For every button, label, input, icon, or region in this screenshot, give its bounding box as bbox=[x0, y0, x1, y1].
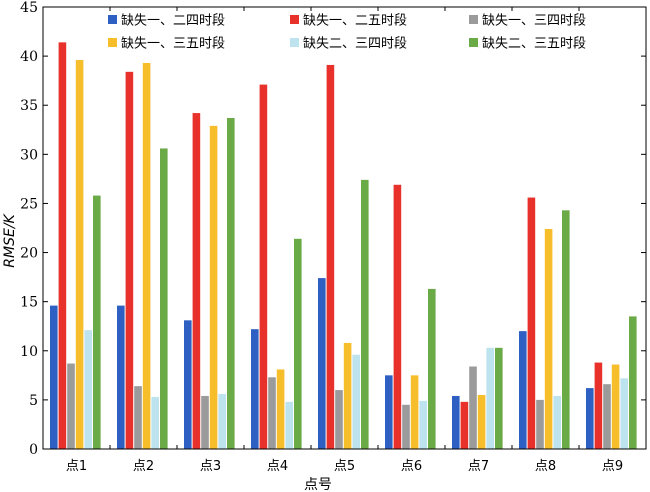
y-tick-label: 20 bbox=[20, 246, 38, 262]
bar bbox=[326, 64, 335, 449]
legend-label: 缺失一、二四时段 bbox=[121, 14, 225, 29]
bar bbox=[629, 316, 637, 449]
bar bbox=[495, 347, 503, 449]
bar bbox=[201, 395, 209, 449]
x-tick-label: 点7 bbox=[468, 459, 489, 474]
bar bbox=[227, 117, 235, 450]
bar bbox=[352, 354, 360, 449]
bar bbox=[611, 364, 620, 449]
x-tick-label: 点8 bbox=[535, 459, 556, 474]
legend-label: 缺失二、三四时段 bbox=[303, 37, 407, 52]
y-tick-label: 40 bbox=[20, 49, 38, 65]
legend-swatch bbox=[108, 15, 117, 24]
legend-label: 缺失二、三五时段 bbox=[482, 37, 586, 52]
bar bbox=[58, 42, 67, 450]
x-tick-label: 点1 bbox=[66, 459, 87, 474]
bar bbox=[519, 331, 527, 449]
bars-layer bbox=[50, 42, 637, 450]
legend-label: 缺失一、三五时段 bbox=[121, 37, 225, 52]
bar bbox=[603, 384, 611, 449]
y-axis-label: RMSE/K bbox=[2, 212, 18, 267]
bar bbox=[160, 148, 168, 449]
bar bbox=[527, 197, 536, 449]
bar bbox=[361, 179, 369, 449]
y-tick-label: 0 bbox=[29, 442, 38, 458]
bar bbox=[268, 377, 276, 449]
bar bbox=[477, 394, 486, 449]
bar bbox=[184, 320, 192, 449]
bar bbox=[259, 84, 268, 449]
bar bbox=[67, 363, 75, 449]
bar bbox=[428, 288, 436, 449]
bar bbox=[125, 71, 134, 449]
y-tick-label: 35 bbox=[20, 98, 38, 114]
legend-swatch bbox=[469, 15, 478, 24]
legend-label: 缺失一、二五时段 bbox=[303, 14, 407, 29]
axes-layer: 0 5 10 15 20 25 30 35 40 45 点1 点2 点3 点4 点5 点6 点7 点8 点9 bbox=[20, 0, 647, 474]
x-tick-label: 点4 bbox=[267, 459, 288, 474]
bar bbox=[620, 378, 628, 449]
legend-swatch bbox=[290, 38, 299, 47]
x-tick-label: 点6 bbox=[401, 459, 422, 474]
y-tick-label: 30 bbox=[20, 147, 38, 163]
bar bbox=[419, 400, 427, 449]
bar bbox=[50, 305, 58, 449]
bar bbox=[142, 62, 151, 450]
bar bbox=[536, 399, 544, 449]
bar bbox=[385, 375, 393, 449]
bar bbox=[75, 60, 84, 449]
bar bbox=[544, 228, 553, 449]
bar bbox=[586, 388, 594, 449]
x-axis-label: 点号 bbox=[304, 477, 332, 492]
bar bbox=[209, 125, 218, 449]
legend-swatch bbox=[290, 15, 299, 24]
bar bbox=[251, 329, 259, 449]
bar bbox=[553, 395, 561, 449]
bar bbox=[192, 113, 201, 449]
bar bbox=[486, 347, 494, 449]
y-tick-label: 10 bbox=[20, 344, 38, 360]
x-tick-label: 点2 bbox=[133, 459, 154, 474]
bar bbox=[294, 238, 302, 449]
bar bbox=[594, 362, 603, 449]
bar bbox=[134, 386, 142, 449]
bar bbox=[335, 390, 343, 449]
legend-swatch bbox=[469, 38, 478, 47]
bar bbox=[93, 195, 101, 449]
x-tick-label: 点9 bbox=[602, 459, 623, 474]
bar bbox=[343, 342, 352, 449]
bar bbox=[562, 210, 570, 449]
x-tick-label: 点5 bbox=[334, 459, 355, 474]
x-tick-label: 点3 bbox=[200, 459, 221, 474]
y-tick-label: 45 bbox=[20, 0, 38, 16]
bar bbox=[285, 401, 293, 449]
bar bbox=[117, 305, 125, 449]
bar bbox=[318, 278, 326, 449]
bar bbox=[393, 184, 402, 449]
y-tick-label: 25 bbox=[20, 196, 38, 212]
bar bbox=[84, 330, 92, 449]
bar bbox=[460, 401, 469, 449]
bar bbox=[218, 394, 226, 449]
bar bbox=[452, 395, 460, 449]
legend-swatch bbox=[108, 38, 117, 47]
bar bbox=[151, 396, 159, 449]
bar bbox=[402, 404, 410, 449]
y-tick-label: 15 bbox=[20, 295, 38, 311]
legend-label: 缺失一、三四时段 bbox=[482, 14, 586, 29]
plot-frame bbox=[42, 6, 647, 450]
bar bbox=[276, 369, 285, 449]
y-tick-label: 5 bbox=[29, 393, 38, 409]
bar bbox=[469, 366, 477, 449]
bar bbox=[410, 375, 419, 449]
